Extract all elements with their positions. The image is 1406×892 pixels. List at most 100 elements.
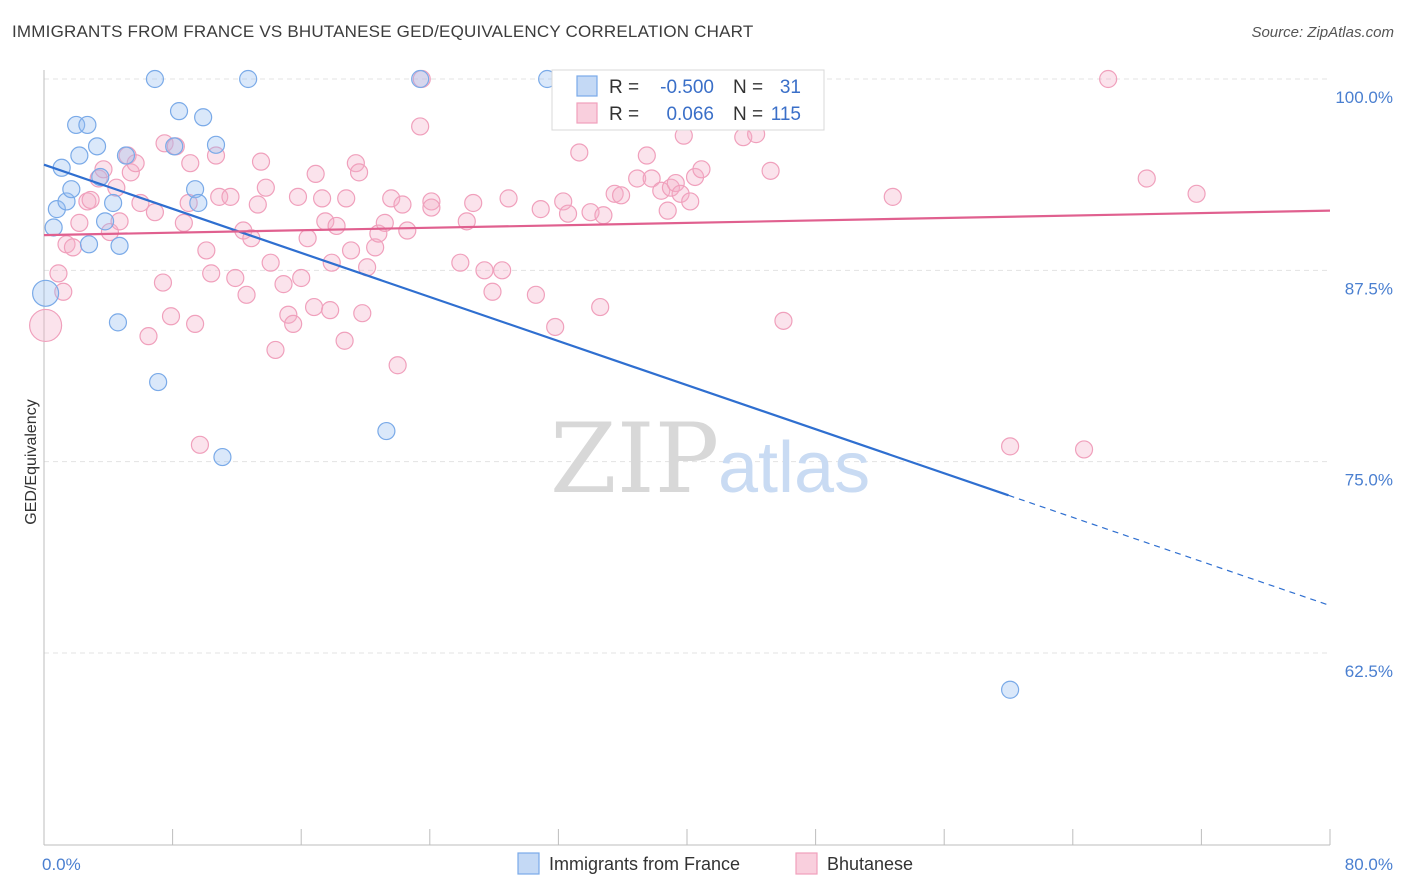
series-france-points [32, 69, 1020, 699]
bhutanese-point-110 [1001, 437, 1020, 456]
bhutanese-point-107 [761, 161, 780, 180]
bhutanese-point-80 [526, 285, 545, 304]
france-point-25 [213, 447, 232, 467]
bhutanese-point-99 [671, 184, 690, 203]
france-point-9 [79, 235, 99, 254]
bhutanese-point-73 [451, 253, 470, 272]
france-point-19 [165, 137, 184, 156]
bhutanese-point-2 [54, 282, 73, 301]
y-tick-label-1: 75.0% [1345, 471, 1393, 490]
stats-n-value-france: 31 [780, 77, 801, 98]
bhutanese-point-55 [335, 331, 354, 350]
bhutanese-point-56 [337, 189, 356, 208]
france-point-2 [47, 200, 66, 219]
france-point-16 [116, 146, 136, 165]
bhutanese-point-64 [375, 213, 394, 232]
stats-r-label-france: R = [609, 77, 639, 98]
y-tick-label-3: 100.0% [1335, 88, 1393, 107]
bhutanese-point-0 [29, 308, 63, 343]
france-point-15 [110, 236, 129, 255]
bhutanese-point-67 [393, 195, 412, 214]
bhutanese-point-90 [611, 186, 631, 205]
bhutanese-point-88 [594, 206, 613, 225]
bhutanese-point-35 [237, 285, 256, 304]
france-point-10 [87, 137, 107, 156]
bhutanese-point-4 [63, 238, 83, 257]
bhutanese-point-39 [256, 178, 275, 197]
stats-r-value-bhutanese: 0.066 [666, 104, 714, 125]
bhutanese-point-30 [206, 146, 226, 165]
france-point-12 [95, 212, 115, 231]
france-point-13 [104, 193, 123, 213]
x-tick-labels: 0.0% 80.0% [42, 855, 1393, 874]
stats-n-value-bhutanese: 115 [771, 104, 801, 125]
france-point-18 [149, 372, 168, 392]
bhutanese-point-37 [248, 195, 267, 214]
gridlines [44, 78, 1330, 654]
bhutanese-point-41 [266, 340, 285, 360]
bhutanese-point-32 [221, 187, 240, 206]
bhutanese-point-43 [279, 305, 298, 324]
bhutanese-point-19 [153, 273, 173, 292]
bhutanese-point-1 [49, 264, 68, 283]
bhutanese-point-108 [774, 311, 793, 330]
france-point-11 [91, 167, 110, 187]
bhutanese-point-101 [681, 192, 700, 211]
bhutanese-point-65 [382, 189, 401, 208]
france-point-22 [189, 193, 208, 213]
france-point-14 [108, 313, 128, 332]
bhutanese-point-77 [483, 282, 502, 301]
bhutanese-point-113 [1137, 169, 1156, 188]
bhutanese-point-15 [126, 154, 145, 173]
france-point-17 [145, 69, 165, 89]
bhutanese-point-109 [883, 187, 902, 206]
stats-r-label-bhutanese: R = [609, 104, 639, 125]
bhutanese-point-82 [546, 317, 565, 337]
stats-swatch-bhutanese [576, 102, 598, 124]
bhutanese-point-94 [642, 169, 661, 188]
y-tick-labels: 62.5% 75.0% 87.5% 100.0% [1335, 88, 1393, 681]
bhutanese-point-14 [121, 163, 140, 182]
trendlines [43, 163, 1331, 607]
bhutanese-point-76 [475, 261, 494, 280]
france-point-21 [186, 180, 205, 199]
bhutanese-point-75 [464, 193, 483, 213]
bhutanese-point-59 [349, 163, 369, 182]
stats-n-label-bhutanese: N = [733, 104, 763, 125]
y-axis-label: GED/Equivalency [23, 399, 40, 524]
france-point-1 [44, 218, 63, 237]
bhutanese-point-29 [202, 264, 221, 283]
bhutanese-point-71 [422, 192, 441, 211]
watermark: ZIP atlas [550, 403, 870, 515]
bhutanese-point-69 [411, 117, 430, 136]
france-point-5 [62, 180, 81, 199]
bhutanese-point-25 [181, 154, 200, 173]
bhutanese-point-7 [81, 190, 100, 210]
axes [43, 70, 1331, 846]
france-point-30 [1001, 680, 1020, 699]
legend-swatch-france [517, 852, 540, 875]
stats-r-value-france: -0.500 [660, 77, 714, 98]
y-tick-label-2: 87.5% [1345, 279, 1393, 298]
stats-box: R = -0.500 N = 31 R = 0.066 N = 115 [551, 69, 825, 131]
x-tick-label-1: 80.0% [1345, 855, 1393, 874]
bhutanese-point-52 [321, 301, 340, 320]
bhutanese-point-49 [306, 164, 325, 184]
bhutanese-point-40 [261, 253, 280, 272]
france-point-7 [70, 146, 89, 165]
bhutanese-point-28 [197, 241, 216, 260]
bhutanese-point-68 [398, 221, 417, 240]
bhutanese-point-103 [692, 160, 711, 179]
bhutanese-point-60 [353, 304, 372, 323]
france-point-0 [32, 279, 60, 307]
watermark-zip: ZIP [550, 403, 719, 515]
france-point-27 [377, 421, 396, 441]
france-point-8 [78, 115, 97, 135]
bhutanese-point-33 [226, 268, 245, 288]
bhutanese-point-78 [493, 261, 512, 280]
legend-label-bhutanese: Bhutanese [827, 854, 913, 874]
bhutanese-point-84 [558, 204, 578, 223]
bhutanese-point-93 [637, 146, 656, 165]
bhutanese-point-111 [1074, 440, 1094, 459]
